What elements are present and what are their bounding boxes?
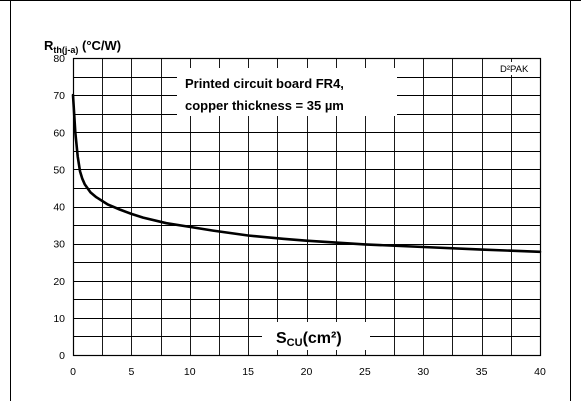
y-tick-label: 50 xyxy=(53,164,65,176)
y-axis-label: Rth(j-a) (°C/W) xyxy=(44,38,121,55)
y-tick-label: 0 xyxy=(59,350,65,362)
annotation-line-2: copper thickness = 35 µm xyxy=(185,98,344,113)
x-tick-label: 35 xyxy=(476,366,488,378)
x-axis-label-sub: CU xyxy=(287,337,303,349)
x-axis-label: SCU(cm²) xyxy=(276,330,342,349)
y-tick-label: 10 xyxy=(53,313,65,325)
x-tick-label: 15 xyxy=(242,366,254,378)
package-label-background xyxy=(494,62,536,75)
y-tick-label: 80 xyxy=(53,53,65,65)
x-tick-label: 25 xyxy=(359,366,371,378)
series-line xyxy=(71,93,542,254)
series-group xyxy=(71,93,542,254)
y-axis-label-main: R xyxy=(44,38,54,53)
y-tick-label: 60 xyxy=(53,127,65,139)
x-axis-label-background xyxy=(262,322,370,350)
y-tick-label: 20 xyxy=(53,276,65,288)
axis-tick-labels: 0 10 20 30 40 50 60 70 80 0 5 10 15 20 25 30 35 40 xyxy=(53,53,546,378)
x-axis-label-main: S xyxy=(276,330,287,347)
x-tick-label: 40 xyxy=(534,366,546,378)
y-tick-label: 70 xyxy=(53,90,65,102)
x-tick-label: 20 xyxy=(301,366,313,378)
annotation-background xyxy=(177,68,397,116)
package-label: D²PAK xyxy=(500,64,529,75)
x-axis-label-unit: (cm²) xyxy=(303,330,342,347)
y-axis-label-unit: (°C/W) xyxy=(78,38,121,53)
x-tick-label: 5 xyxy=(128,366,134,378)
x-tick-label: 0 xyxy=(70,366,76,378)
x-tick-label: 30 xyxy=(417,366,429,378)
y-tick-label: 40 xyxy=(53,202,65,214)
y-tick-label: 30 xyxy=(53,239,65,251)
annotation-line-1: Printed circuit board FR4, xyxy=(185,76,344,91)
y-axis-label-sub: th(j-a) xyxy=(53,45,78,55)
x-tick-label: 10 xyxy=(184,366,196,378)
plot-area-border xyxy=(72,57,542,357)
